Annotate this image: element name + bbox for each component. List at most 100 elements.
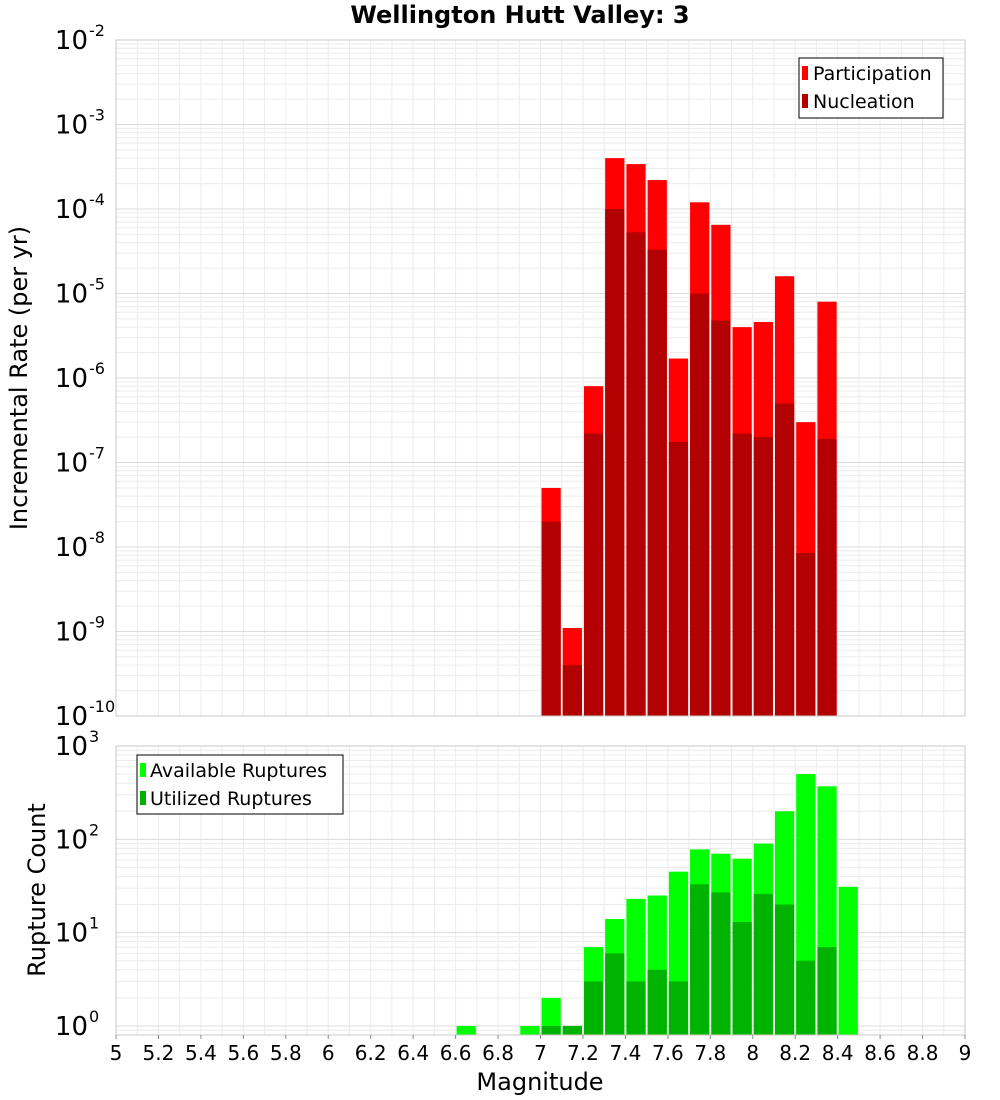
x-tick-label: 6.4 <box>397 1041 429 1065</box>
rate-bar-inner <box>711 320 731 716</box>
top-y-tick-exponent: -2 <box>89 21 105 40</box>
top-y-tick-exponent: -5 <box>89 275 105 294</box>
legend-label-nucleation: Nucleation <box>813 91 915 113</box>
bottom-legend: Available Ruptures Utilized Ruptures <box>136 754 344 815</box>
rate-bar-inner <box>732 433 752 716</box>
rate-bar-inner <box>626 232 646 716</box>
bottom-y-tick: 10 3 <box>55 727 99 762</box>
x-tick-label: 6 <box>322 1041 335 1065</box>
top-y-tick-exponent: -6 <box>89 359 105 378</box>
rate-bar-inner <box>774 403 795 716</box>
top-y-tick-exponent: -7 <box>89 444 105 463</box>
top-y-tick-base: 10 <box>55 280 88 310</box>
x-tick-label: 6.2 <box>355 1041 387 1065</box>
bottom-y-tick-base: 10 <box>55 825 88 855</box>
rate-bar-inner <box>541 521 561 716</box>
rate-bar-inner <box>690 293 710 716</box>
bottom-y-tick: 10 1 <box>55 914 99 949</box>
count-bar-inner <box>774 904 795 1035</box>
count-bar-inner <box>753 893 773 1035</box>
x-tick-label: 5 <box>110 1041 123 1065</box>
count-bar-inner <box>626 981 646 1035</box>
top-y-tick-base: 10 <box>55 702 88 732</box>
count-bar-inner <box>711 892 731 1035</box>
bottom-y-tick-base: 10 <box>55 1012 88 1042</box>
top-y-tick-exponent: -4 <box>89 190 105 209</box>
legend-swatch-utilized <box>140 791 146 805</box>
x-tick-label: 8 <box>746 1041 759 1065</box>
top-y-tick: 10 -8 <box>55 528 105 563</box>
x-tick-label: 7.2 <box>567 1041 599 1065</box>
count-bar-inner <box>690 884 710 1035</box>
legend-swatch-nucleation <box>802 94 808 108</box>
count-bar-inner <box>817 947 837 1035</box>
x-tick-label: 7 <box>534 1041 547 1065</box>
x-tick-label: 6.6 <box>440 1041 472 1065</box>
bottom-y-axis-label: Rupture Count <box>23 803 51 977</box>
rate-bar-inner <box>562 665 582 716</box>
bottom-bars <box>456 774 858 1035</box>
top-legend-box <box>798 57 944 119</box>
x-tick-label: 6.8 <box>482 1041 514 1065</box>
x-tick-label: 8.6 <box>864 1041 896 1065</box>
count-bar-outer <box>541 997 561 1035</box>
x-ticks: 5 5.2 5.4 5.6 5.8 6 6.2 6.4 6.6 6.8 7 7.2 7.4 7.6 7.8 8… <box>110 1035 971 1065</box>
x-tick-label: 5.6 <box>227 1041 259 1065</box>
top-y-tick: 10 -3 <box>55 106 105 141</box>
legend-swatch-available <box>140 763 146 777</box>
top-y-tick-base: 10 <box>55 26 88 56</box>
bottom-legend-box <box>136 754 344 815</box>
x-axis-label: Magnitude <box>476 1068 603 1096</box>
top-plot-frame <box>115 39 966 717</box>
count-bar-inner <box>541 1025 561 1035</box>
legend-label-utilized: Utilized Ruptures <box>150 788 312 810</box>
top-y-tick-base: 10 <box>55 618 88 648</box>
count-bar-inner <box>605 953 625 1035</box>
count-bar-inner <box>732 922 752 1035</box>
top-y-tick: 10 -4 <box>55 190 105 225</box>
rate-bar-inner <box>605 209 625 716</box>
rate-bar-inner <box>817 438 837 716</box>
top-y-tick-exponent: -9 <box>89 613 105 632</box>
count-bar-outer <box>456 1025 476 1035</box>
bottom-y-tick-base: 10 <box>55 732 88 762</box>
top-y-tick-base: 10 <box>55 533 88 563</box>
x-tick-label: 5.2 <box>143 1041 175 1065</box>
count-bar-inner <box>583 981 604 1035</box>
x-tick-label: 7.4 <box>609 1041 641 1065</box>
x-tick-label: 5.4 <box>185 1041 217 1065</box>
rate-bar-inner <box>647 249 667 716</box>
bottom-y-tick-exponent: 3 <box>89 727 99 746</box>
top-grid <box>115 40 966 717</box>
top-y-tick: 10 -6 <box>55 359 105 394</box>
count-bar-inner <box>668 981 689 1035</box>
bottom-y-tick-exponent: 0 <box>89 1007 99 1026</box>
top-y-tick-base: 10 <box>55 111 88 141</box>
top-bars <box>541 158 837 717</box>
top-y-tick-base: 10 <box>55 449 88 479</box>
top-y-tick-exponent: -10 <box>89 697 115 716</box>
x-tick-label: 8.4 <box>822 1041 854 1065</box>
top-y-axis-label: Incremental Rate (per yr) <box>5 226 33 530</box>
count-bar-outer <box>838 886 858 1035</box>
rate-bar-inner <box>753 437 773 716</box>
bottom-y-tick-exponent: 1 <box>89 914 99 933</box>
top-y-tick: 10 -5 <box>55 275 105 310</box>
rate-bar-inner <box>668 441 689 716</box>
legend-swatch-participation <box>802 66 808 80</box>
top-y-tick-base: 10 <box>55 195 88 225</box>
x-tick-label: 7.6 <box>652 1041 684 1065</box>
count-bar-inner <box>647 969 667 1035</box>
rate-bar-inner <box>796 552 816 716</box>
bottom-y-tick: 10 2 <box>55 820 99 855</box>
count-bar-outer <box>520 1025 540 1035</box>
x-tick-label: 8.2 <box>779 1041 811 1065</box>
legend-label-available: Available Ruptures <box>150 760 327 782</box>
top-y-tick: 10 -2 <box>55 21 105 56</box>
legend-label-participation: Participation <box>813 63 932 85</box>
x-tick-label: 8.8 <box>907 1041 939 1065</box>
